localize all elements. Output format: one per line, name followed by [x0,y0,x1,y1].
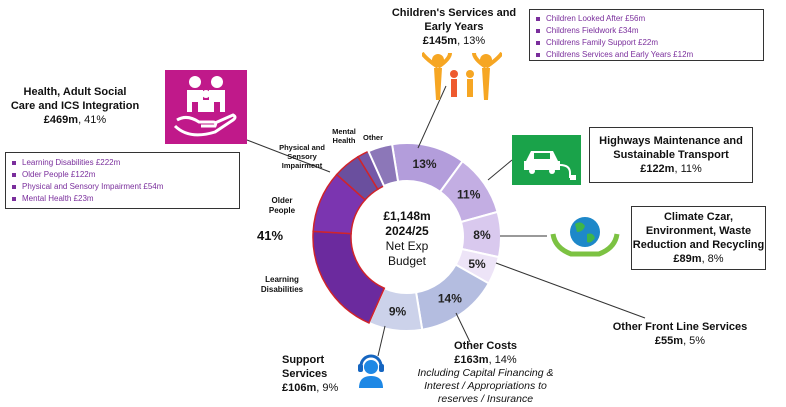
segment-label-mental-health-line2: Health [332,136,356,145]
label-other-front-pct: , 5% [683,335,706,347]
label-climate: Climate Czar, Environment, Waste Reducti… [631,206,766,270]
health-breakdown-item: Mental Health £23m [10,193,239,205]
health-breakdown-box: Learning Disabilities £222m Older People … [5,152,240,209]
children-family-icon [420,51,504,102]
label-highways-title2: Sustainable Transport [613,149,729,161]
segment-label-physical-line3: Impairment [281,161,323,170]
leader-line [417,85,447,149]
health-breakdown-list: Learning Disabilities £222m Older People … [10,157,239,205]
children-breakdown-item: Childrens Family Support £22m [534,37,763,49]
label-highways-amount: £122m [640,163,675,175]
headset-agent-icon [353,350,389,390]
center-total: £1,148m [383,209,431,223]
segment-label-mental-health-line1: Mental [332,127,356,136]
health-breakdown-item: Older People £122m [10,169,239,181]
slice-pct-label: 5% [468,257,486,271]
label-climate-title3: Reduction and Recycling [632,239,765,251]
segment-label-other: Other [362,133,383,142]
label-children-title1: Children's Services and [391,7,517,19]
children-breakdown-box: Children Looked After £56m Childrens Fiel… [529,9,764,61]
children-breakdown-list: Children Looked After £56m Childrens Fiel… [534,13,763,61]
health-breakdown-item: Physical and Sensory Impairment £54m [10,181,239,193]
segment-label-older-people-line1: Older [271,196,293,205]
slice-pct-label: 13% [413,157,437,171]
label-other-costs-note1: Including Capital Financing & [417,367,554,379]
label-climate-amount: £89m [673,253,702,265]
label-support-amount: £106m [282,382,317,394]
segment-label-physical-line2: Sensory [287,152,317,161]
label-other-costs-note: Including Capital Financing & Interest /… [408,367,563,406]
label-other-front-title: Other Front Line Services [612,321,748,333]
leader-line [495,262,646,319]
leader-line [377,325,386,357]
leader-line [487,159,513,181]
family-care-icon [165,70,247,144]
label-other-costs-note2: Interest / Appropriations to [424,380,547,392]
leader-line [246,139,331,173]
label-other-costs: Other Costs £163m, 14% Including Capital… [408,339,563,406]
label-health-pct: , 41% [78,114,107,126]
label-highways: Highways Maintenance and Sustainable Tra… [589,127,753,183]
children-breakdown-item: Childrens Services and Early Years £12m [534,49,763,61]
label-other-front-amount: £55m [654,335,684,347]
health-breakdown-item: Learning Disabilities £222m [10,157,239,169]
segment-label-older-people: Older People [262,196,302,216]
segment-label-learning: Learning Disabilities [252,275,312,295]
children-breakdown-item: Childrens Fieldwork £34m [534,25,763,37]
label-other-front: Other Front Line Services £55m, 5% [590,320,770,348]
label-climate-pct: , 8% [701,253,724,265]
segment-label-learning-line1: Learning [265,275,299,284]
children-breakdown-item: Children Looked After £56m [534,13,763,25]
slice-pct-label: 11% [457,187,481,201]
globe-hands-icon [547,210,623,260]
slice-pct-label: 14% [438,292,462,306]
label-support-pct: , 9% [316,382,339,394]
label-health-amount: £469m [43,114,79,126]
slice-pct-label: 8% [473,228,491,242]
label-other-costs-amount: £163m [454,354,489,366]
label-climate-title2: Environment, Waste [645,225,752,237]
segment-label-learning-line2: Disabilities [260,285,304,294]
label-support-title2: Services [282,368,328,380]
label-children-pct: , 13% [457,35,486,47]
label-health: Health, Adult Social Care and ICS Integr… [0,85,150,127]
label-health-title1: Health, Adult Social [23,86,127,98]
label-health-title2: Care and ICS Integration [10,100,140,112]
health-group-percent: 41% [257,228,284,243]
label-highways-pct: , 11% [674,163,702,175]
segment-label-physical-line1: Physical and [279,143,325,152]
label-other-costs-pct: , 14% [488,354,517,366]
donut-slice-other [367,143,400,188]
leader-line [455,312,471,343]
label-other-costs-title: Other Costs [454,340,517,352]
chart-center-label: £1,148m 2024/25 Net Exp Budget [362,209,452,269]
center-line4: Budget [387,254,427,268]
label-children-title2: Early Years [424,21,484,33]
segment-label-physical: Physical and Sensory Impairment [274,143,330,170]
label-other-costs-note3: reserves / Insurance [437,393,534,405]
label-highways-title1: Highways Maintenance and [599,135,743,147]
electric-car-icon [512,135,581,185]
label-children: Children's Services and Early Years £145… [378,6,530,48]
center-year: 2024/25 [385,224,429,238]
label-support-title1: Support [282,354,325,366]
label-children-amount: £145m [422,35,458,47]
segment-label-mental-health: Mental Health [329,127,359,145]
slice-pct-label: 9% [389,304,407,318]
label-climate-title1: Climate Czar, [663,211,734,223]
segment-label-older-people-line2: People [268,206,296,215]
center-line3: Net Exp [385,239,429,253]
label-support: Support Services £106m, 9% [282,353,352,395]
